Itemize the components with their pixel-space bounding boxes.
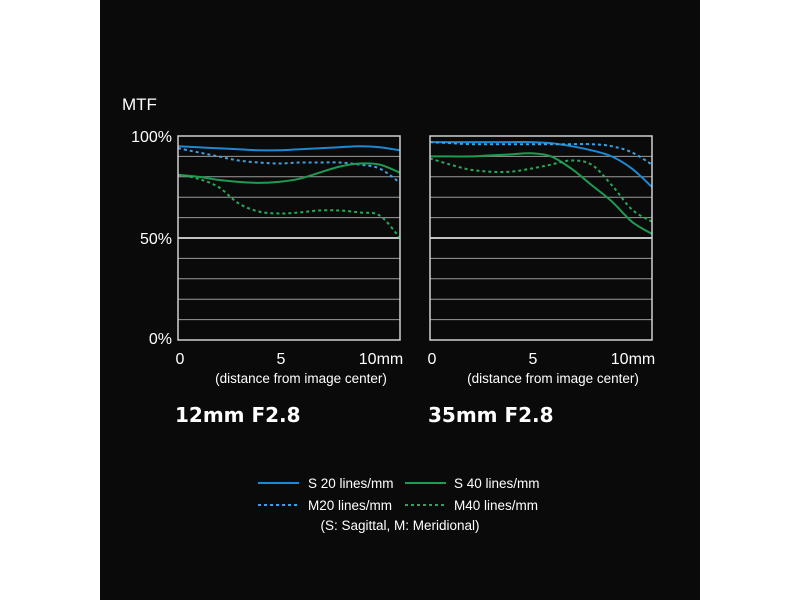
legend-label-m20: M20 lines/mm [308,498,392,513]
legend: S 20 lines/mm S 40 lines/mm M20 lines/mm… [258,476,540,533]
plot-12mm [177,135,401,341]
x-tick-0-right: 0 [428,351,437,368]
legend-label-s20: S 20 lines/mm [308,476,394,491]
series-m20-35mm-f2-8 [429,141,653,166]
plot-35mm [429,135,653,341]
legend-note: (S: Sagittal, M: Meridional) [320,518,479,533]
x-tick-10-right: 10mm [611,351,655,368]
x-tick-10-left: 10mm [359,351,403,368]
series-s20-35mm-f2-8 [430,141,653,188]
x-tick-5-left: 5 [277,351,286,368]
x-tick-5-right: 5 [529,351,538,368]
chart-title-left: 12mm F2.8 [175,403,301,427]
x-tick-0-left: 0 [176,351,185,368]
series-s40-35mm-f2-8 [430,152,653,235]
chart-title-right: 35mm F2.8 [428,403,554,427]
y-tick-50: 50% [140,231,172,248]
series-s20-12mm-f2-8 [177,145,401,152]
y-axis-label: MTF [122,95,157,114]
legend-label-s40: S 40 lines/mm [454,476,540,491]
series-s40-12mm-f2-8 [177,162,401,184]
x-axis-label-right: (distance from image center) [467,371,639,386]
series-m40-35mm-f2-8 [429,157,653,223]
series-m20-12mm-f2-8 [177,147,401,184]
series-m40-12mm-f2-8 [177,173,401,239]
x-axis-label-left: (distance from image center) [215,371,387,386]
legend-label-m40: M40 lines/mm [454,498,538,513]
y-tick-0: 0% [149,331,172,348]
y-tick-100: 100% [131,129,172,146]
